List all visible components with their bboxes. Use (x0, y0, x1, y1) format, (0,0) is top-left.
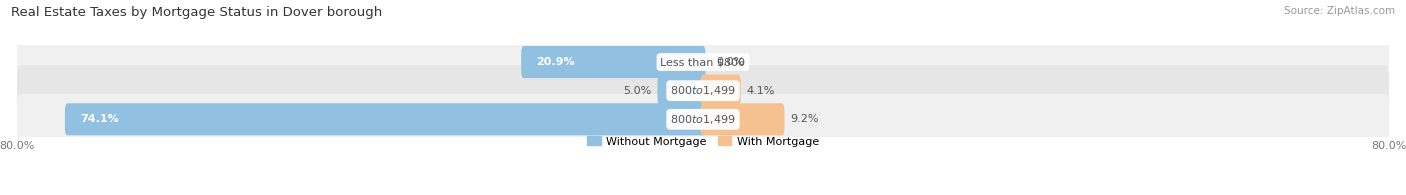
Text: 20.9%: 20.9% (537, 57, 575, 67)
FancyBboxPatch shape (700, 103, 785, 135)
FancyBboxPatch shape (522, 46, 706, 78)
FancyBboxPatch shape (17, 36, 1389, 88)
Legend: Without Mortgage, With Mortgage: Without Mortgage, With Mortgage (582, 132, 824, 151)
FancyBboxPatch shape (658, 75, 706, 107)
Text: Real Estate Taxes by Mortgage Status in Dover borough: Real Estate Taxes by Mortgage Status in … (11, 6, 382, 19)
Text: Source: ZipAtlas.com: Source: ZipAtlas.com (1284, 6, 1395, 16)
Text: 9.2%: 9.2% (790, 114, 818, 124)
Text: 5.0%: 5.0% (623, 86, 651, 96)
FancyBboxPatch shape (17, 94, 1389, 145)
FancyBboxPatch shape (65, 103, 706, 135)
Text: Less than $800: Less than $800 (661, 57, 745, 67)
FancyBboxPatch shape (17, 65, 1389, 116)
Text: 0.0%: 0.0% (716, 57, 744, 67)
Text: $800 to $1,499: $800 to $1,499 (671, 84, 735, 97)
Text: $800 to $1,499: $800 to $1,499 (671, 113, 735, 126)
Text: 74.1%: 74.1% (80, 114, 120, 124)
Text: 4.1%: 4.1% (747, 86, 775, 96)
FancyBboxPatch shape (700, 75, 741, 107)
